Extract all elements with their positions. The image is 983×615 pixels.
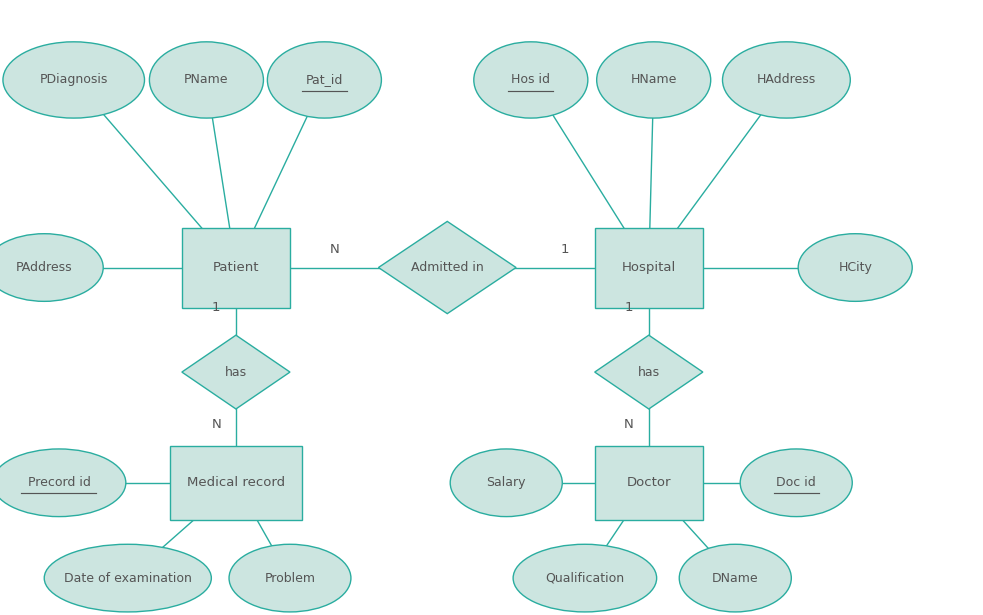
- Ellipse shape: [723, 42, 850, 118]
- Text: has: has: [638, 365, 660, 379]
- Ellipse shape: [740, 449, 852, 517]
- Ellipse shape: [513, 544, 657, 612]
- Text: PDiagnosis: PDiagnosis: [39, 73, 108, 87]
- Text: PName: PName: [184, 73, 229, 87]
- Text: N: N: [211, 418, 221, 431]
- Text: Salary: Salary: [487, 476, 526, 490]
- FancyBboxPatch shape: [595, 446, 703, 520]
- Text: DName: DName: [712, 571, 759, 585]
- Text: PAddress: PAddress: [16, 261, 73, 274]
- Text: Medical record: Medical record: [187, 476, 285, 490]
- Ellipse shape: [3, 42, 145, 118]
- Ellipse shape: [149, 42, 263, 118]
- Text: Admitted in: Admitted in: [411, 261, 484, 274]
- FancyBboxPatch shape: [182, 228, 290, 308]
- Text: HName: HName: [630, 73, 677, 87]
- Text: Doctor: Doctor: [626, 476, 671, 490]
- Text: Doc id: Doc id: [777, 476, 816, 490]
- Text: Hos id: Hos id: [511, 73, 550, 87]
- Text: Precord id: Precord id: [28, 476, 90, 490]
- Text: 1: 1: [625, 301, 633, 314]
- Polygon shape: [378, 221, 516, 314]
- Ellipse shape: [44, 544, 211, 612]
- Text: Pat_id: Pat_id: [306, 73, 343, 87]
- Ellipse shape: [679, 544, 791, 612]
- Text: has: has: [225, 365, 247, 379]
- Ellipse shape: [0, 449, 126, 517]
- Ellipse shape: [798, 234, 912, 301]
- Text: N: N: [329, 242, 339, 256]
- FancyBboxPatch shape: [169, 446, 303, 520]
- FancyBboxPatch shape: [595, 228, 703, 308]
- Ellipse shape: [229, 544, 351, 612]
- Text: 1: 1: [561, 242, 569, 256]
- Text: Date of examination: Date of examination: [64, 571, 192, 585]
- Text: 1: 1: [212, 301, 220, 314]
- Polygon shape: [182, 335, 290, 409]
- Text: HCity: HCity: [838, 261, 872, 274]
- Ellipse shape: [597, 42, 711, 118]
- Text: Hospital: Hospital: [621, 261, 676, 274]
- Ellipse shape: [474, 42, 588, 118]
- Text: HAddress: HAddress: [757, 73, 816, 87]
- Ellipse shape: [267, 42, 381, 118]
- Text: Problem: Problem: [264, 571, 316, 585]
- Ellipse shape: [450, 449, 562, 517]
- Text: N: N: [624, 418, 634, 431]
- Ellipse shape: [0, 234, 103, 301]
- Polygon shape: [595, 335, 703, 409]
- Text: Patient: Patient: [212, 261, 260, 274]
- Text: Qualification: Qualification: [546, 571, 624, 585]
